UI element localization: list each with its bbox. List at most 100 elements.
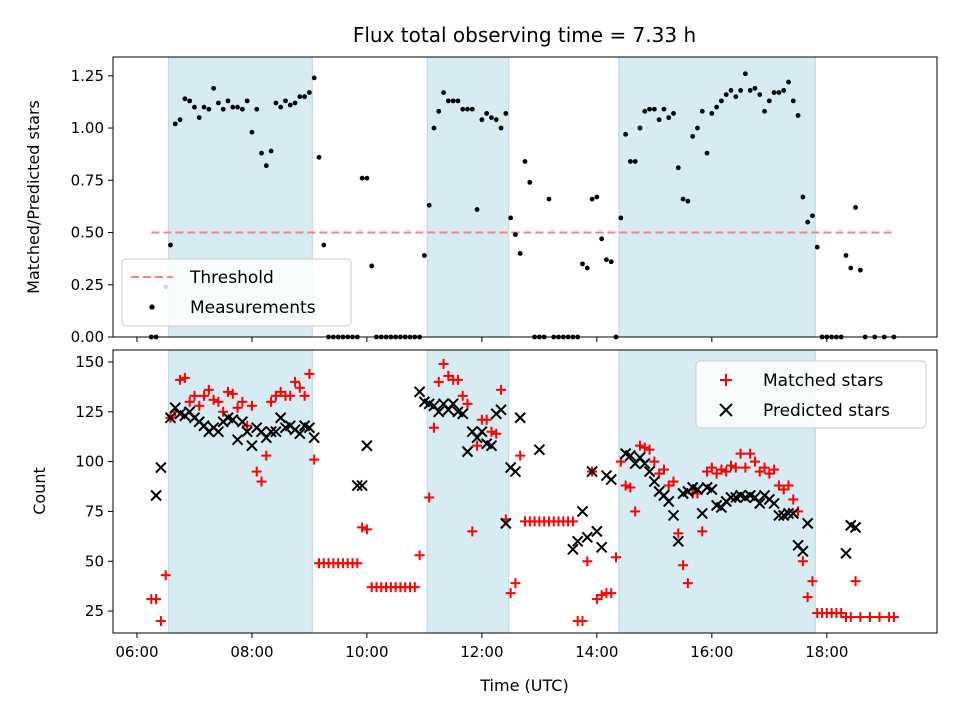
measurement-point <box>666 115 672 120</box>
matched-stars-point <box>639 442 650 453</box>
measurement-point <box>498 125 504 131</box>
matched-stars-point <box>855 612 866 623</box>
measurement-point <box>517 251 523 256</box>
measurement-point <box>489 115 494 120</box>
measurement-point <box>853 205 858 210</box>
predicted-stars-point <box>361 439 373 452</box>
top-y-tick-label: 1.25 <box>71 67 104 85</box>
measurement-point <box>742 71 748 77</box>
predicted-stars-point <box>840 547 852 559</box>
measurement-point <box>508 215 514 221</box>
legend-matched-swatch <box>720 374 732 386</box>
matched-stars-point <box>203 384 214 395</box>
predicted-stars-point <box>533 443 546 456</box>
measurement-point <box>220 106 226 112</box>
matched-stars-point <box>184 396 195 407</box>
measurement-point <box>316 154 322 160</box>
measurement-point <box>235 104 240 110</box>
measurement-point <box>465 106 470 112</box>
predicted-stars-point <box>236 416 249 428</box>
matched-stars-point <box>769 464 780 475</box>
measurement-point <box>168 242 173 248</box>
predicted-stars-point <box>270 426 282 438</box>
predicted-stars-point <box>571 535 584 548</box>
matched-stars-point <box>850 576 861 587</box>
x-tick-label: 06:00 <box>115 643 158 661</box>
matched-stars-point <box>721 466 732 477</box>
predicted-stars-point <box>509 465 522 478</box>
measurement-point <box>805 219 811 225</box>
matched-stars-point <box>606 588 617 599</box>
predicted-stars-point <box>447 398 459 410</box>
measurement-point <box>671 111 676 116</box>
predicted-stars-point <box>294 427 306 440</box>
measurement-point <box>704 150 710 156</box>
predicted-stars-point <box>265 426 277 438</box>
predicted-stars-point <box>663 495 675 508</box>
predicted-stars-point <box>485 439 498 452</box>
matched-stars-point <box>730 462 741 473</box>
predicted-stars-point <box>461 445 474 458</box>
top-y-tick-label: 0.50 <box>71 224 104 242</box>
bottom-legend: Matched stars Predicted stars <box>695 360 927 429</box>
measurement-point <box>484 111 490 116</box>
measurement-point <box>278 104 284 110</box>
predicted-stars-point <box>500 517 512 530</box>
matched-stars-point <box>352 558 363 569</box>
measurement-point <box>656 117 662 123</box>
matched-stars-point <box>716 464 727 475</box>
matched-stars-point <box>649 456 660 467</box>
predicted-stars-point <box>514 412 526 424</box>
matched-stars-point <box>759 462 770 473</box>
predicted-stars-point <box>231 433 244 446</box>
predicted-stars-point <box>495 404 507 416</box>
bottom-y-axis-label: Count <box>30 467 49 515</box>
predicted-stars-point <box>643 465 656 478</box>
measurement-point <box>857 267 863 273</box>
top-y-tick-label: 0.75 <box>71 171 104 189</box>
predicted-stars-point <box>667 509 680 522</box>
matched-stars-point <box>740 462 751 473</box>
measurement-point <box>604 257 609 263</box>
matched-stars-point <box>486 426 497 437</box>
matched-stars-point <box>256 476 267 487</box>
top-y-axis-label: Matched/Predicted stars <box>24 100 43 294</box>
matched-stars-point <box>510 578 521 589</box>
matched-stars-point <box>505 588 516 599</box>
predicted-stars-point <box>754 497 766 510</box>
measurement-point <box>450 98 456 104</box>
matched-stars-point <box>424 492 435 503</box>
matched-stars-point <box>620 480 631 491</box>
measurement-point <box>810 213 815 219</box>
predicted-stars-point <box>274 412 287 424</box>
measurement-point <box>177 117 183 123</box>
measurement-point <box>283 98 288 104</box>
measurement-point <box>709 111 715 116</box>
matched-stars-point <box>213 396 224 407</box>
matched-stars-point <box>582 556 593 567</box>
measurement-point <box>215 100 221 106</box>
top-legend: Threshold Measurements <box>121 258 352 327</box>
measurement-point <box>513 232 518 238</box>
legend-threshold-label: Threshold <box>189 268 274 288</box>
measurement-point <box>254 106 260 112</box>
matched-stars-point <box>668 476 679 487</box>
x-tick-label: 10:00 <box>345 643 388 661</box>
predicted-stars-point <box>413 386 426 398</box>
top-plot: 0.00 0.25 0.50 0.75 1.00 1.25 Matched/Predict… <box>24 56 938 346</box>
matched-stars-point <box>433 376 444 387</box>
measurement-point <box>307 90 312 95</box>
matched-stars-point <box>697 526 708 537</box>
measurement-point <box>201 104 207 110</box>
bottom-y-tick-label: 25 <box>85 602 104 620</box>
predicted-stars-point <box>457 408 469 420</box>
predicted-stars-point <box>801 517 814 530</box>
matched-stars-point <box>309 454 320 465</box>
matched-stars-point <box>299 390 310 401</box>
measurement-point <box>714 104 720 110</box>
matched-stars-point <box>807 576 818 587</box>
top-shaded-interval <box>426 56 510 338</box>
predicted-stars-point <box>150 489 162 502</box>
measurement-point <box>273 100 279 106</box>
